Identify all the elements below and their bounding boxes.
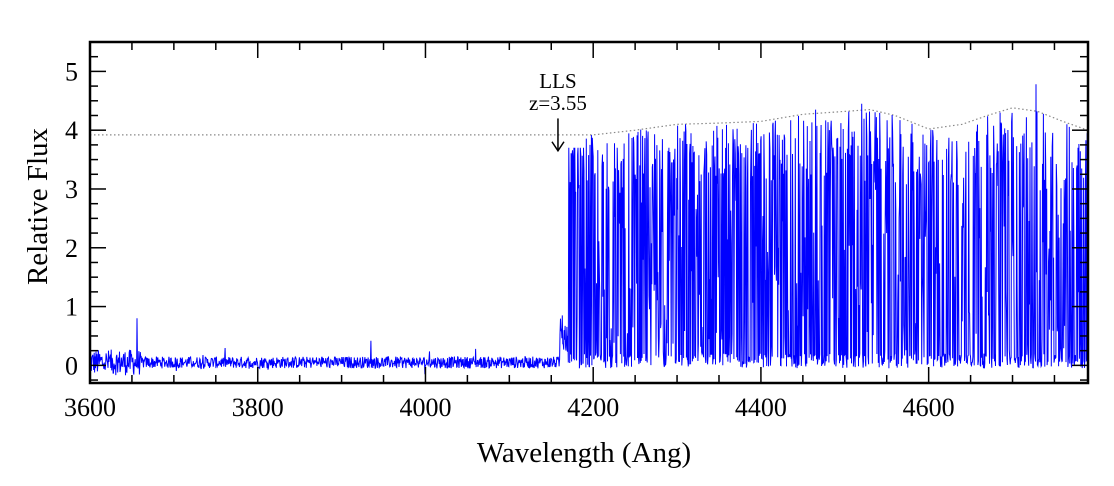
annotation-line2: z=3.55 (529, 91, 587, 115)
x-tick-label: 3800 (232, 393, 284, 422)
x-tick-label: 4200 (567, 393, 619, 422)
continuum-line (90, 107, 1088, 136)
lls-annotation: LLS z=3.55 (529, 69, 587, 153)
ticks-layer (89, 41, 1088, 383)
tick-labels-layer: 3600 3800 4000 4200 4400 4600 0 1 2 3 4 5 (64, 57, 955, 422)
x-tick-label: 4400 (735, 393, 787, 422)
y-tick-label: 1 (65, 293, 78, 322)
y-axis-label: Relative Flux (22, 127, 54, 285)
y-tick-label: 4 (65, 116, 78, 145)
x-tick-label: 3600 (64, 393, 116, 422)
y-tick-label: 0 (65, 351, 78, 380)
flux-line (90, 84, 1088, 376)
x-tick-label: 4600 (903, 393, 955, 422)
y-tick-label: 5 (65, 57, 78, 86)
plot-frame (88, 40, 1090, 385)
x-axis-label: Wavelength (Ang) (477, 437, 691, 469)
y-tick-label: 2 (65, 234, 78, 263)
x-tick-label: 4000 (399, 393, 451, 422)
annotation-arrow-head (551, 141, 565, 153)
annotation-line1: LLS (539, 69, 576, 93)
y-tick-label: 3 (65, 175, 78, 204)
series-layer (90, 84, 1088, 376)
